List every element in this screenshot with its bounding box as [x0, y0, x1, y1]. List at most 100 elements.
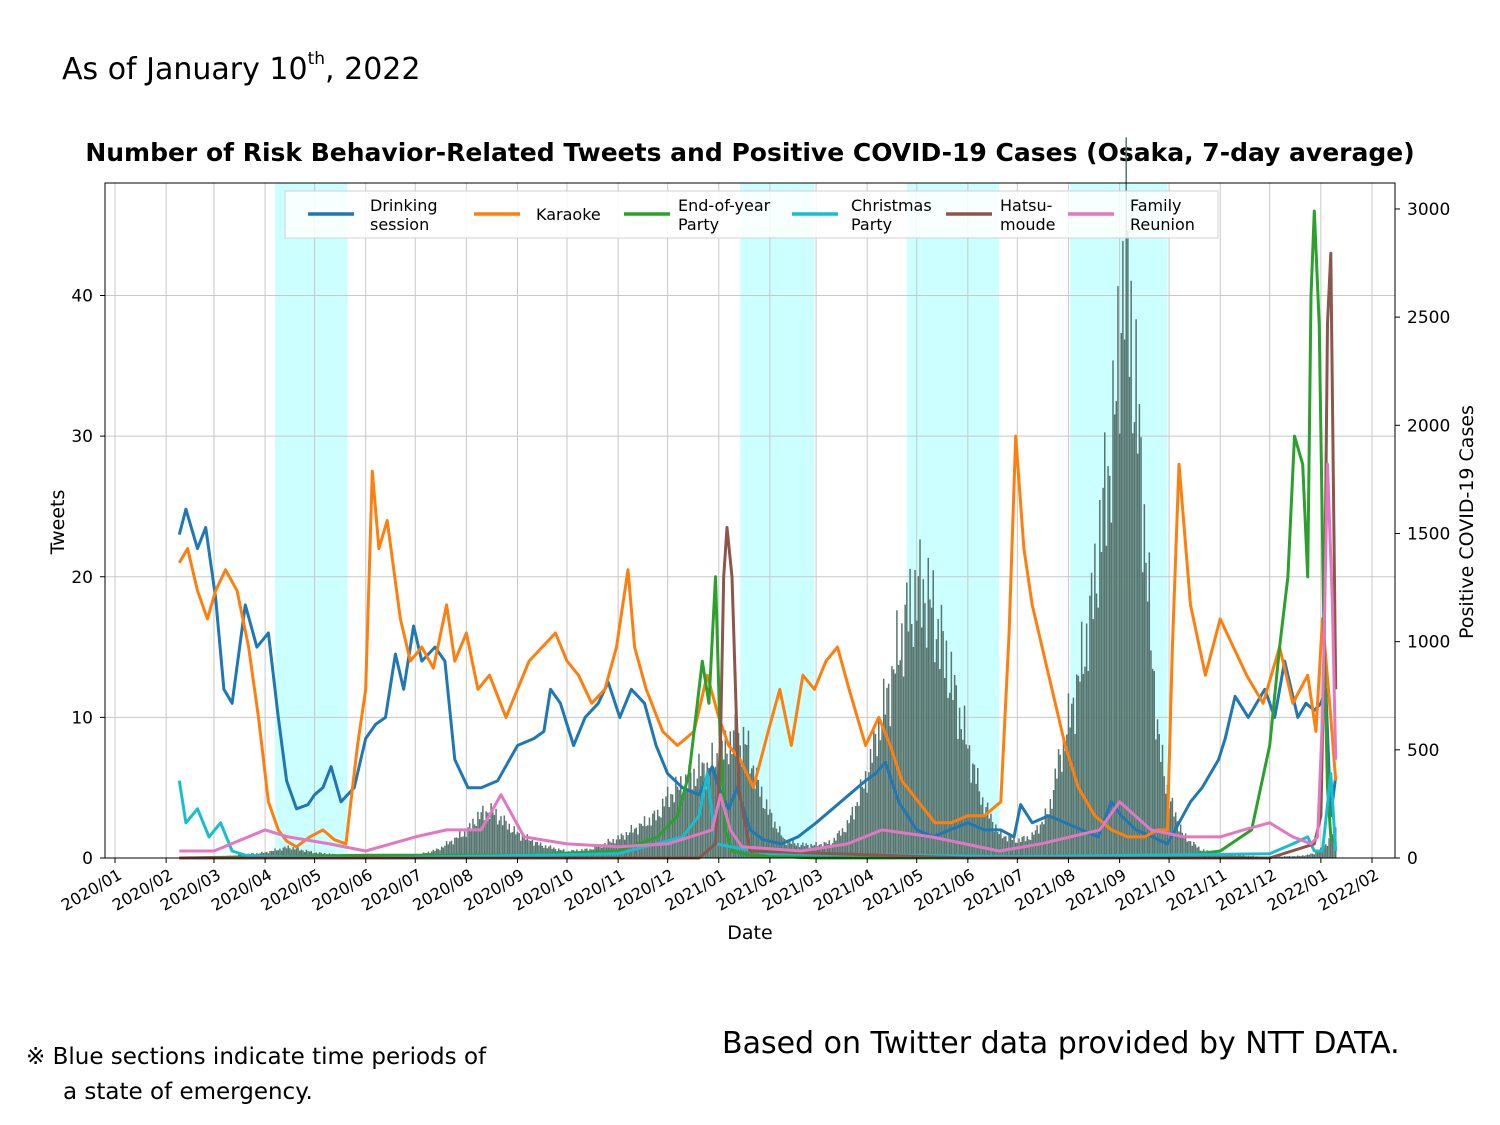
- case-bar: [963, 705, 966, 858]
- case-bar: [886, 687, 888, 858]
- case-bar: [1079, 681, 1081, 858]
- case-bar: [457, 838, 459, 858]
- case-bar: [960, 729, 962, 858]
- case-bar: [990, 813, 992, 858]
- case-bar: [729, 731, 732, 858]
- case-bar: [915, 620, 918, 858]
- case-bar: [270, 850, 273, 858]
- case-bar: [869, 748, 872, 858]
- case-bar: [1321, 848, 1324, 858]
- case-bar: [711, 742, 713, 858]
- note-line-1: Blue sections indicate time periods of: [52, 1044, 487, 1070]
- case-bar: [823, 842, 826, 858]
- case-bar: [1014, 842, 1017, 858]
- case-bar: [640, 823, 642, 858]
- case-bar: [947, 697, 949, 858]
- case-bar: [902, 676, 905, 858]
- case-bar: [920, 627, 923, 858]
- case-bar: [863, 788, 865, 858]
- case-bar: [1044, 808, 1047, 858]
- case-bar: [505, 820, 507, 858]
- note-mark: ※: [26, 1044, 46, 1070]
- case-bar: [1120, 332, 1123, 858]
- case-bar: [1308, 854, 1311, 858]
- case-bar: [478, 819, 481, 858]
- case-bar: [1085, 623, 1088, 858]
- case-bar: [1105, 545, 1108, 858]
- case-bar: [650, 825, 652, 858]
- case-bar: [1173, 816, 1175, 858]
- case-bar: [1135, 319, 1137, 859]
- case-bar: [939, 668, 941, 858]
- case-bar: [876, 756, 878, 858]
- case-bar: [1193, 841, 1195, 858]
- case-bar: [1029, 839, 1032, 858]
- case-bar: [444, 845, 446, 858]
- case-bar: [995, 824, 997, 858]
- case-bar: [1005, 836, 1007, 858]
- case-bar: [500, 816, 502, 858]
- case-bar: [849, 815, 852, 858]
- case-bar: [859, 779, 862, 858]
- case-bar: [919, 539, 921, 858]
- chart-title: Number of Risk Behavior-Related Tweets a…: [85, 138, 1415, 167]
- case-bar: [911, 623, 913, 858]
- case-bar: [653, 810, 656, 858]
- as-of-text: As of January 10: [62, 52, 308, 87]
- case-bar: [1118, 433, 1121, 858]
- case-bar: [668, 807, 671, 858]
- case-bar: [686, 788, 689, 858]
- data-credit: Based on Twitter data provided by NTT DA…: [722, 1026, 1400, 1061]
- case-bar: [1082, 673, 1085, 858]
- case-bar: [1155, 739, 1157, 858]
- case-bar: [1138, 404, 1141, 858]
- case-bar: [864, 771, 867, 858]
- case-bar: [1277, 856, 1279, 858]
- case-bar: [698, 753, 700, 858]
- case-bar: [508, 823, 511, 858]
- case-bar: [1003, 836, 1005, 858]
- case-bar: [612, 838, 614, 858]
- case-bar: [523, 838, 525, 858]
- case-bar: [1113, 414, 1116, 858]
- case-bar: [463, 831, 466, 858]
- emergency-band-2: [740, 183, 815, 858]
- y-tick-label: 0: [82, 849, 93, 869]
- case-bar: [944, 677, 946, 858]
- case-bar: [1181, 832, 1184, 858]
- case-bar: [488, 818, 491, 858]
- emergency-note: ※ Blue sections indicate time periods of…: [26, 1040, 486, 1110]
- case-bar: [983, 813, 986, 858]
- y2-tick-label: 500: [1407, 741, 1439, 761]
- case-bar: [1038, 833, 1040, 858]
- case-bar: [851, 806, 854, 858]
- case-bar: [450, 840, 453, 858]
- case-bar: [993, 831, 995, 858]
- case-bar: [1328, 838, 1330, 858]
- case-bar: [274, 848, 276, 858]
- case-bar: [1171, 797, 1174, 858]
- case-bar: [1080, 621, 1083, 858]
- case-bar: [1293, 856, 1296, 858]
- as-of-year: , 2022: [325, 52, 421, 87]
- case-bar: [1176, 821, 1179, 858]
- case-bar: [1094, 543, 1096, 858]
- case-bar: [746, 744, 748, 858]
- y2-tick-label: 2500: [1407, 308, 1450, 328]
- case-bar: [998, 834, 1000, 858]
- case-bar: [958, 707, 961, 858]
- case-bar: [826, 844, 829, 858]
- x-axis-label: Date: [727, 922, 772, 944]
- case-bar: [661, 798, 664, 858]
- case-bar: [848, 823, 850, 858]
- case-bar: [1052, 790, 1055, 858]
- legend-label-4-line1: Christmas: [851, 196, 932, 215]
- case-bar: [934, 662, 936, 858]
- case-bar: [280, 850, 283, 858]
- y-tick-label: 10: [71, 708, 93, 728]
- case-bar: [487, 812, 489, 858]
- case-bar: [706, 762, 708, 858]
- case-bar: [736, 753, 738, 858]
- case-bar: [284, 846, 286, 858]
